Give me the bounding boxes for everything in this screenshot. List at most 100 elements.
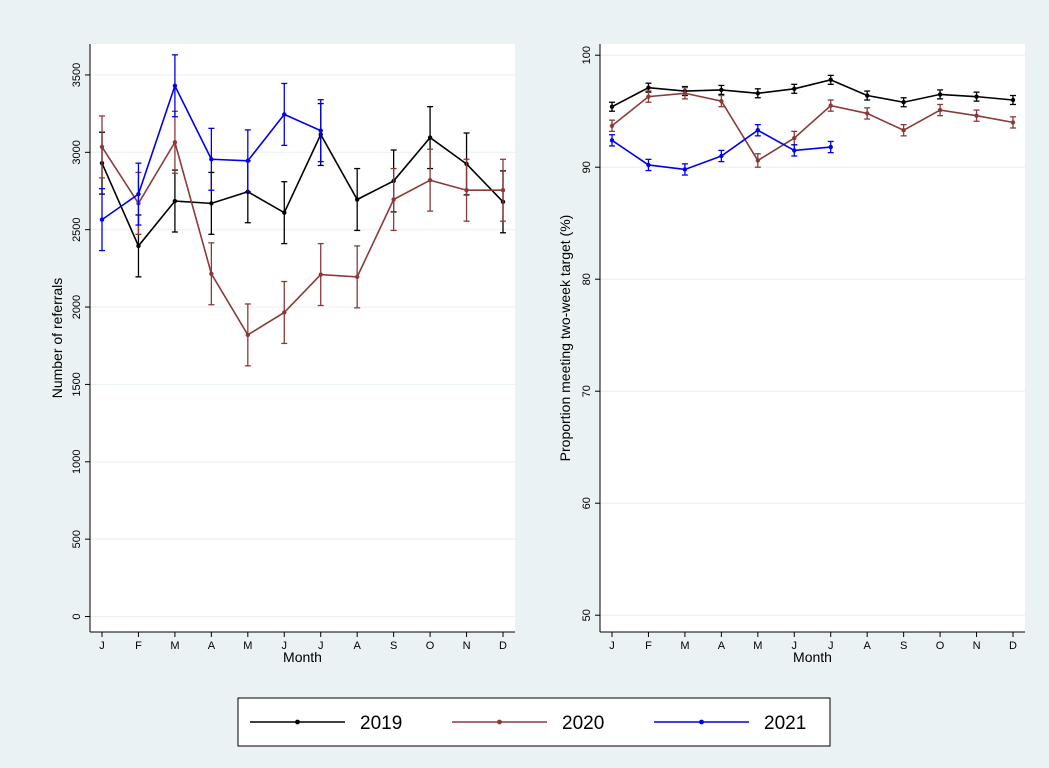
data-point [245,158,251,164]
y-tick-label: 80 [581,273,593,285]
y-axis-title: Number of referrals [49,278,65,399]
data-point [354,274,360,280]
legend: 2019 2020 2021 [237,697,831,747]
data-point [864,111,870,116]
data-point [282,310,287,315]
legend-label: 2019 [360,713,402,734]
x-tick-label: F [135,640,142,652]
data-point [792,148,797,153]
data-point [209,157,214,162]
x-tick-label: O [936,640,945,652]
legend-swatch-marker [699,719,704,725]
x-tick-label: M [680,640,689,652]
y-tick-label: 2000 [71,295,83,319]
x-tick-label: J [282,640,288,652]
series-2021 [99,54,324,252]
x-tick-label: J [792,640,798,652]
data-point [354,197,360,202]
y-tick-label: 90 [581,161,593,173]
x-tick-label: A [718,640,726,652]
x-tick-label: J [99,640,105,652]
data-point [245,332,251,338]
data-point [974,94,979,99]
data-point [682,167,688,172]
x-tick-label: S [390,640,397,652]
chart-two-week-target: 50 60 70 80 90 100 J F M A M J J A S O N D Month Proportion… [557,44,1025,665]
data-point [209,271,214,276]
data-point [282,112,287,117]
data-point [901,128,906,133]
data-point [682,91,688,96]
data-point [172,83,178,88]
data-point [427,135,433,140]
data-point [974,113,979,118]
data-point [136,243,141,249]
data-point [646,162,651,168]
data-point [136,191,141,197]
data-point [901,100,906,105]
x-tick-label: S [900,640,907,652]
x-tick-label: D [1009,640,1017,652]
x-tick-label: M [243,640,252,652]
data-point [792,135,797,141]
data-point [99,144,105,150]
legend-label: 2020 [562,713,604,734]
x-tick-label: D [499,640,507,652]
plot-area [600,44,1025,632]
data-point [646,94,651,99]
data-point [318,272,323,277]
data-point [719,98,724,104]
y-tick-label: 1500 [71,372,83,396]
x-axis-title: Month [283,649,322,665]
x-tick-label: N [463,640,471,652]
data-point [755,128,761,133]
legend-swatch-marker [497,719,502,725]
data-point [99,217,105,222]
y-tick-label: 60 [581,497,593,509]
x-tick-label: A [208,640,216,652]
legend-swatch-marker [295,719,300,725]
data-point [719,87,724,93]
x-tick-label: M [170,640,179,652]
chart-referrals: 0 500 1000 1500 2000 2500 3000 3500 J F M A M J J A S O N D… [49,44,515,665]
data-point [609,123,615,128]
series-2021 [609,123,834,176]
data-point [719,153,724,159]
x-tick-label: A [354,640,362,652]
data-point [937,92,943,97]
y-tick-label: 3500 [71,63,83,87]
legend-label: 2021 [764,713,806,734]
data-point [464,188,469,193]
y-tick-label: 1000 [71,450,83,474]
series-line [101,140,503,337]
y-tick-label: 100 [581,46,593,64]
series-line [611,78,1014,108]
data-point [318,128,323,133]
series-line [611,92,1014,162]
data-point [828,103,833,108]
data-point [609,104,615,109]
plot-area [90,44,515,632]
series-2020 [99,110,506,367]
x-tick-label: J [318,640,324,652]
y-tick-label: 0 [71,613,83,619]
x-axis-title: Month [793,649,832,665]
data-point [864,93,870,98]
data-point [828,77,833,83]
data-point [500,188,506,193]
data-point [755,91,761,96]
series-2020 [609,87,1016,168]
data-point [609,138,615,143]
x-tick-label: J [609,640,615,652]
y-tick-label: 2500 [71,217,83,241]
y-tick-label: 3000 [71,140,83,164]
y-tick-label: 50 [581,609,593,621]
y-axis-title: Proportion meeting two-week target (%) [557,215,573,462]
data-point [391,197,396,202]
x-tick-label: A [864,640,872,652]
x-tick-label: O [426,640,435,652]
x-tick-label: F [645,640,652,652]
y-tick-label: 70 [581,385,593,397]
data-point [646,85,651,90]
